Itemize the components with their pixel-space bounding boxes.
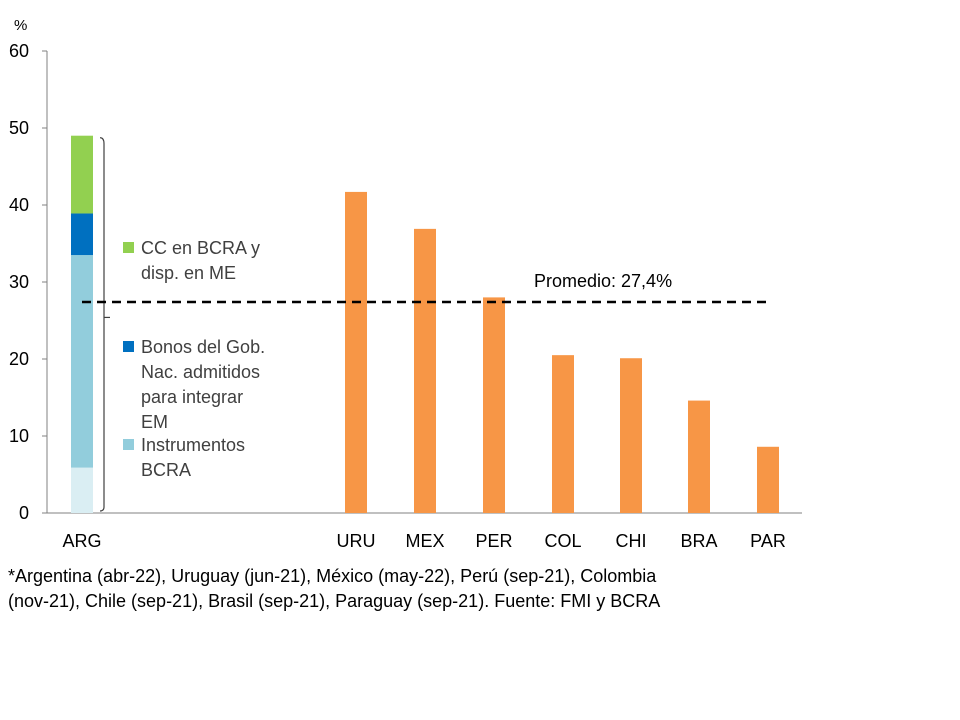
average-line-group: Promedio: 27,4% [82,271,766,304]
legend-label-bonos-4: EM [141,412,168,432]
x-tick-label-mex: MEX [405,531,444,551]
bracket-line [99,137,105,512]
y-tick-label: 40 [9,195,29,215]
legend-label-bonos-1: Bonos del Gob. [141,337,265,357]
y-tick-label: 20 [9,349,29,369]
legend-swatch-cc [123,242,134,253]
y-axis: 0 10 20 30 40 50 60 [9,41,48,523]
y-tick-label: 30 [9,272,29,292]
legend-bracket [99,137,110,512]
legend-swatch-instrumentos [123,439,134,450]
average-label: Promedio: 27,4% [534,271,672,291]
legend-label-bonos-3: para integrar [141,387,243,407]
y-tick-label: 60 [9,41,29,61]
x-tick-label-uru: URU [337,531,376,551]
y-unit-label: % [14,17,27,34]
y-tick-label: 0 [19,503,29,523]
bar-arg-base-shade [71,467,93,513]
legend-label-cc-2: disp. en ME [141,263,236,283]
bar-mex [414,228,436,513]
y-tick-label: 10 [9,426,29,446]
legend-label-cc-1: CC en BCRA y [141,238,260,258]
bar-arg-segment-3 [71,135,93,214]
bar-arg-segment-1 [71,255,93,514]
bar-arg-segment-2 [71,213,93,256]
x-tick-label-per: PER [475,531,512,551]
bars-group [71,135,779,514]
bar-col [552,355,574,513]
x-tick-label-par: PAR [750,531,786,551]
bar-bra [688,400,710,513]
x-tick-label-col: COL [544,531,581,551]
legend-swatch-bonos [123,341,134,352]
x-tick-label-chi: CHI [616,531,647,551]
bar-per [483,297,505,513]
x-tick-label-bra: BRA [680,531,717,551]
legend-label-instrumentos-2: BCRA [141,460,191,480]
legend-label-instrumentos-1: Instrumentos [141,435,245,455]
bar-chi [620,358,642,513]
footnote-line-2: (nov-21), Chile (sep-21), Brasil (sep-21… [8,591,661,611]
legend-label-bonos-2: Nac. admitidos [141,362,260,382]
legend: CC en BCRA y disp. en ME Bonos del Gob. … [123,238,265,480]
x-axis: ARG URU MEX PER COL CHI BRA PAR [47,512,802,551]
y-tick-label: 50 [9,118,29,138]
bar-uru [345,191,367,513]
x-tick-label-arg: ARG [62,531,101,551]
footnote: *Argentina (abr-22), Uruguay (jun-21), M… [8,564,948,614]
footnote-line-1: *Argentina (abr-22), Uruguay (jun-21), M… [8,566,657,586]
chart-area: % 0 10 20 30 40 50 60 ARG URU MEX PER COL CHI BRA PAR… [9,17,802,551]
bar-par [757,446,779,513]
bar-chart: % 0 10 20 30 40 50 60 ARG URU MEX PER COL CHI BRA PAR… [9,17,802,551]
